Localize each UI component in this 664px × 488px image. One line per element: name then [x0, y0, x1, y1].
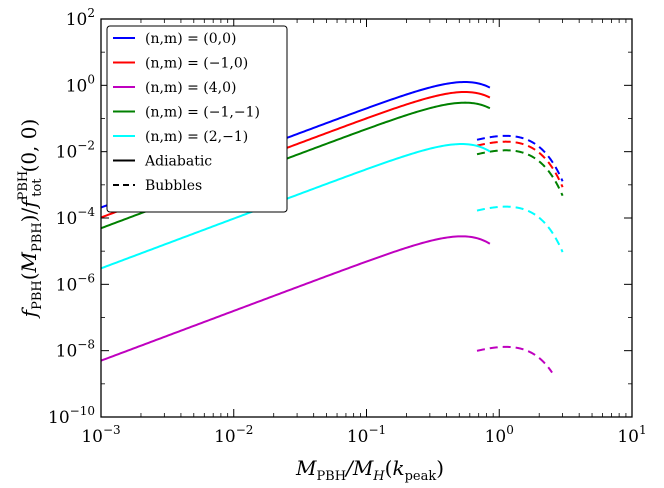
x-tick-label: 101 — [617, 423, 646, 447]
y-tick-label: 10−4 — [56, 205, 96, 229]
y-tick-label: 10−6 — [56, 271, 95, 295]
legend-label: Bubbles — [145, 178, 202, 194]
legend-label: (n,m) = (−1,0) — [145, 56, 248, 72]
x-tick-label: 10−2 — [214, 423, 253, 447]
plot-frame — [100, 18, 633, 418]
x-tick-label: 10−1 — [347, 423, 386, 447]
y-tick-label: 102 — [66, 6, 95, 30]
legend-label: Adiabatic — [144, 154, 212, 170]
y-axis-label: fPBH(MPBH)/fPBHtot(0, 0) — [16, 119, 45, 320]
y-tick-label: 10−10 — [48, 404, 95, 428]
series-5-adiabatic-line — [101, 143, 491, 270]
legend: (n,m) = (0,0) (n,m) = (−1,0) (n,m) = (4,0)… — [106, 25, 288, 213]
y-tick-label: 10−8 — [56, 338, 95, 362]
legend-label: (n,m) = (2,−1) — [145, 129, 248, 145]
x-axis-label: MPBH/MH(kpeak) — [295, 456, 444, 484]
y-tick-label: 100 — [66, 72, 95, 96]
ticks-layer: 10−3 10−2 10−1 100 101 10−10 10−8 10−6 10−4 10−2 1… — [48, 6, 647, 447]
y-tick-label: 10−2 — [56, 139, 95, 163]
x-tick-label: 100 — [485, 423, 514, 447]
series-5-bubbles-line — [476, 205, 564, 253]
series-4-bubbles-line — [476, 149, 564, 197]
legend-label: (n,m) = (0,0) — [145, 31, 237, 47]
legend-frame — [106, 25, 288, 213]
legend-label: (n,m) = (−1,−1) — [145, 105, 260, 121]
series-3-bubbles-line — [476, 345, 553, 374]
series-2-bubbles-line — [476, 140, 564, 188]
legend-label: (n,m) = (4,0) — [145, 80, 237, 96]
series-3-adiabatic-line — [101, 235, 491, 362]
x-tick-label: 10−3 — [81, 423, 120, 447]
series-1-bubbles-line — [476, 134, 564, 182]
